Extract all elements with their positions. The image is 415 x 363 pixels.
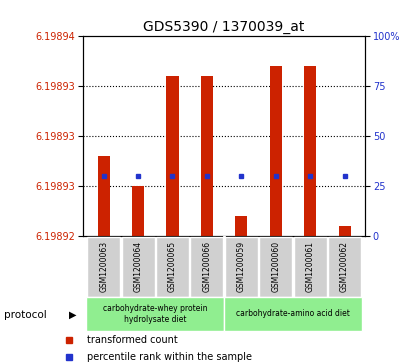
Text: carbohydrate-whey protein
hydrolysate diet: carbohydrate-whey protein hydrolysate di… bbox=[103, 304, 208, 324]
Text: protocol: protocol bbox=[4, 310, 47, 320]
Text: GSM1200060: GSM1200060 bbox=[271, 241, 280, 292]
Text: GSM1200066: GSM1200066 bbox=[203, 241, 211, 292]
Text: transformed count: transformed count bbox=[87, 335, 178, 345]
FancyBboxPatch shape bbox=[294, 237, 327, 297]
FancyBboxPatch shape bbox=[224, 297, 362, 331]
FancyBboxPatch shape bbox=[328, 237, 361, 297]
Bar bbox=[98, 156, 110, 236]
Text: carbohydrate-amino acid diet: carbohydrate-amino acid diet bbox=[236, 310, 350, 318]
Bar bbox=[201, 76, 213, 236]
Bar bbox=[166, 76, 178, 236]
Text: GSM1200064: GSM1200064 bbox=[134, 241, 143, 292]
FancyBboxPatch shape bbox=[259, 237, 292, 297]
Text: GSM1200059: GSM1200059 bbox=[237, 241, 246, 292]
Text: percentile rank within the sample: percentile rank within the sample bbox=[87, 352, 252, 362]
Bar bbox=[304, 66, 316, 236]
Text: GSM1200063: GSM1200063 bbox=[99, 241, 108, 292]
Text: ▶: ▶ bbox=[69, 310, 77, 320]
Title: GDS5390 / 1370039_at: GDS5390 / 1370039_at bbox=[144, 20, 305, 34]
FancyBboxPatch shape bbox=[87, 237, 120, 297]
Bar bbox=[235, 216, 247, 236]
FancyBboxPatch shape bbox=[122, 237, 154, 297]
Text: GSM1200062: GSM1200062 bbox=[340, 241, 349, 292]
Bar bbox=[270, 66, 282, 236]
FancyBboxPatch shape bbox=[86, 297, 224, 331]
Text: GSM1200061: GSM1200061 bbox=[305, 241, 315, 292]
Bar bbox=[132, 186, 144, 236]
FancyBboxPatch shape bbox=[190, 237, 223, 297]
FancyBboxPatch shape bbox=[156, 237, 189, 297]
Text: GSM1200065: GSM1200065 bbox=[168, 241, 177, 292]
Bar bbox=[339, 226, 351, 236]
FancyBboxPatch shape bbox=[225, 237, 258, 297]
